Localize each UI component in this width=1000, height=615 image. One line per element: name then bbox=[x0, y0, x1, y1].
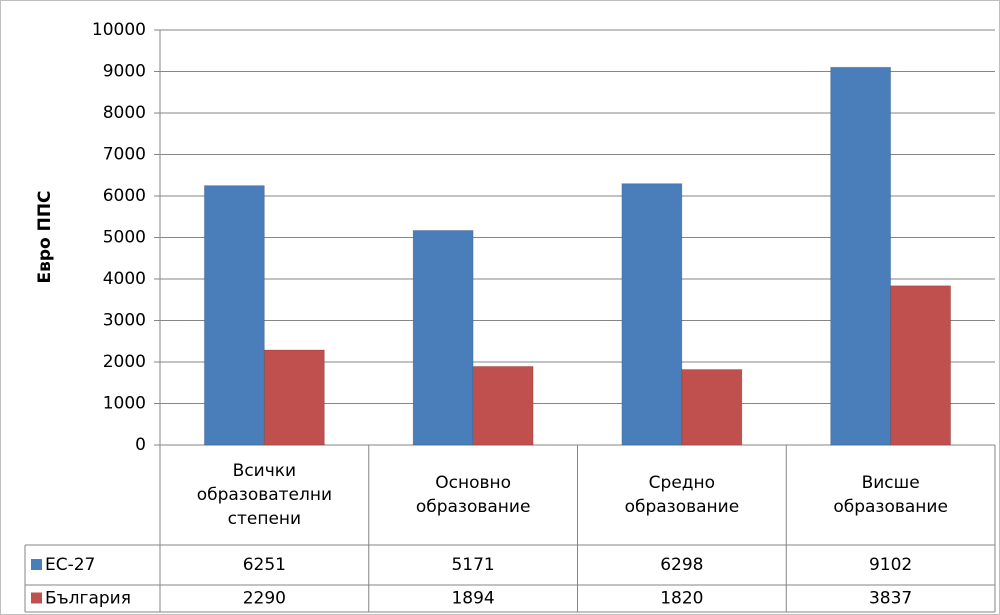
x-tick-label: Висше образование bbox=[786, 445, 995, 545]
bar bbox=[830, 66, 892, 446]
bar bbox=[890, 285, 952, 446]
y-tick-label: 8000 bbox=[103, 103, 146, 123]
bar bbox=[412, 229, 474, 446]
y-tick-label: 4000 bbox=[103, 269, 146, 289]
table-value: 2290 bbox=[243, 589, 286, 609]
x-tick-label: Основно образование bbox=[369, 445, 578, 545]
category-text: Основно образование bbox=[415, 473, 531, 517]
table-value: 1894 bbox=[451, 589, 494, 609]
bar bbox=[621, 183, 683, 446]
bar bbox=[263, 349, 325, 446]
y-axis-label: Евро ППС bbox=[35, 190, 55, 283]
legend-label: ЕС-27 bbox=[45, 555, 95, 575]
table-value: 6251 bbox=[243, 555, 286, 575]
y-tick-label: 1000 bbox=[103, 394, 146, 414]
legend-swatch bbox=[31, 559, 42, 570]
y-tick-label: 7000 bbox=[103, 145, 146, 165]
table-value: 5171 bbox=[451, 555, 494, 575]
table-value: 1820 bbox=[660, 589, 703, 609]
category-text: Висше образование bbox=[833, 473, 948, 517]
legend-label: България bbox=[45, 589, 131, 609]
bar bbox=[203, 185, 265, 446]
table-value: 6298 bbox=[660, 555, 703, 575]
table-value: 9102 bbox=[869, 555, 912, 575]
y-tick-label: 9000 bbox=[103, 62, 146, 82]
y-tick-label: 0 bbox=[135, 435, 146, 455]
legend-swatch bbox=[31, 592, 42, 604]
y-tick-label: 5000 bbox=[103, 228, 146, 248]
y-tick-label: 2000 bbox=[103, 352, 146, 372]
category-text: Средно образование bbox=[624, 473, 740, 517]
y-tick-label: 6000 bbox=[103, 186, 146, 206]
y-tick-label: 3000 bbox=[103, 311, 146, 331]
table-value: 3837 bbox=[869, 589, 912, 609]
x-tick-label: Всички образователни степени bbox=[160, 445, 369, 545]
x-tick-label: Средно образование bbox=[578, 445, 787, 545]
bar bbox=[472, 365, 534, 446]
bar bbox=[681, 368, 743, 446]
y-tick-label: 10000 bbox=[92, 20, 146, 40]
category-text: Всички образователни степени bbox=[196, 461, 333, 529]
